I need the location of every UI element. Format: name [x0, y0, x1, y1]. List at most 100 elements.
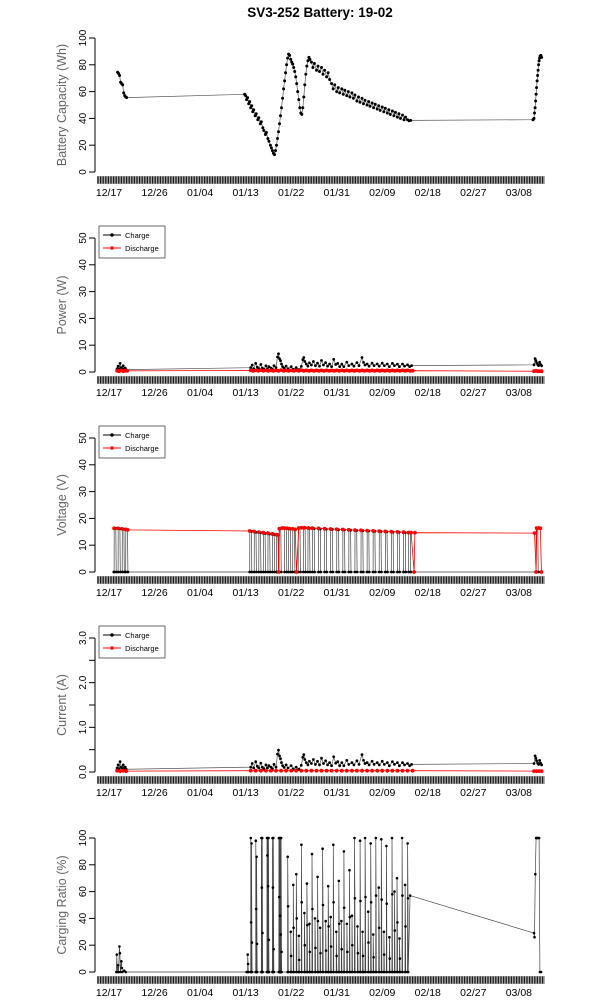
- data-point: [308, 922, 311, 926]
- data-point: [375, 761, 379, 764]
- x-tick-label: 01/22: [278, 387, 304, 399]
- data-point: [346, 527, 351, 532]
- y-tick-label: 60: [78, 886, 89, 898]
- data-point: [382, 364, 386, 367]
- data-point: [351, 970, 354, 974]
- data-point: [306, 970, 309, 974]
- data-point: [274, 366, 278, 370]
- data-point: [365, 761, 369, 764]
- data-point: [340, 761, 344, 764]
- data-point: [367, 364, 371, 368]
- data-point: [264, 768, 268, 773]
- legend-dot-sample: [110, 433, 114, 437]
- data-point: [404, 115, 407, 119]
- y-tick-label: 40: [78, 912, 89, 924]
- data-point: [380, 898, 384, 901]
- data-point: [378, 108, 382, 112]
- data-point: [266, 137, 270, 140]
- data-point: [343, 570, 347, 574]
- data-point: [334, 768, 339, 773]
- data-point: [112, 570, 116, 574]
- data-point: [310, 762, 313, 765]
- data-point: [293, 527, 298, 532]
- data-point: [279, 359, 282, 363]
- data-point: [355, 361, 359, 364]
- data-point: [365, 362, 369, 366]
- x-tick-label: 02/27: [460, 387, 486, 399]
- data-point: [303, 83, 307, 87]
- x-tick-label: 02/09: [369, 587, 395, 599]
- data-point: [308, 361, 311, 365]
- data-point: [303, 758, 307, 761]
- data-point: [277, 352, 280, 356]
- data-point: [353, 970, 357, 974]
- data-point: [306, 570, 310, 574]
- data-point: [322, 526, 327, 531]
- data-point: [116, 964, 120, 967]
- data-point: [369, 842, 373, 845]
- data-point: [346, 950, 349, 954]
- data-point: [313, 917, 317, 920]
- data-point: [274, 768, 278, 773]
- data-point: [332, 755, 336, 759]
- data-point: [302, 525, 307, 530]
- data-point: [380, 570, 383, 574]
- data-point: [286, 56, 290, 60]
- data-point: [390, 836, 394, 840]
- data-point: [287, 570, 290, 574]
- data-point: [309, 768, 314, 773]
- data-point: [377, 570, 381, 574]
- data-point: [408, 764, 411, 768]
- data-point: [532, 762, 536, 765]
- data-point: [401, 530, 406, 535]
- data-point: [299, 525, 304, 530]
- data-point: [338, 970, 341, 974]
- data-point: [348, 970, 352, 974]
- data-point: [291, 62, 295, 66]
- data-point: [308, 57, 312, 61]
- data-point: [370, 101, 374, 105]
- data-point: [266, 884, 270, 888]
- x-tick-label: 02/09: [369, 387, 395, 399]
- data-point: [350, 91, 354, 95]
- data-point: [370, 970, 373, 974]
- data-point: [399, 116, 402, 120]
- data-point: [272, 836, 275, 840]
- data-point: [398, 970, 402, 974]
- data-point: [120, 966, 124, 970]
- x-tick-label: 02/18: [415, 587, 441, 599]
- data-point: [252, 570, 256, 574]
- data-point: [341, 92, 345, 96]
- data-point: [365, 570, 369, 574]
- x-tick-label: 01/31: [324, 387, 350, 399]
- data-point: [390, 109, 394, 113]
- data-point: [289, 365, 293, 368]
- data-point: [316, 759, 319, 763]
- data-point: [278, 914, 282, 917]
- data-point: [303, 970, 307, 974]
- current-chart: 0.0 1.0 2.0 3.0 Current (A) 12/17 12/26 01/04 01…: [55, 625, 545, 799]
- data-point: [316, 64, 320, 68]
- data-point: [250, 104, 254, 108]
- data-point: [363, 762, 367, 765]
- series-line-charge: [113, 527, 542, 573]
- data-point: [330, 764, 333, 768]
- data-point: [357, 95, 360, 99]
- data-point: [386, 570, 389, 574]
- data-point: [272, 970, 276, 974]
- data-point: [295, 970, 299, 974]
- data-point: [396, 921, 399, 924]
- data-point: [276, 570, 281, 574]
- data-point: [383, 529, 388, 534]
- data-point: [301, 755, 305, 759]
- charging-ratio-chart: 0 20 40 60 80 100 Carging Ratio (%) 12/17 12/26 0…: [55, 829, 545, 999]
- data-point: [120, 527, 125, 531]
- data-point: [304, 768, 309, 773]
- x-tick-label: 02/09: [369, 187, 395, 199]
- data-point: [267, 970, 271, 974]
- x-tick-label: 12/26: [141, 187, 167, 199]
- data-point: [115, 768, 119, 773]
- data-point: [316, 875, 319, 879]
- data-point: [319, 951, 322, 955]
- data-point: [261, 931, 264, 935]
